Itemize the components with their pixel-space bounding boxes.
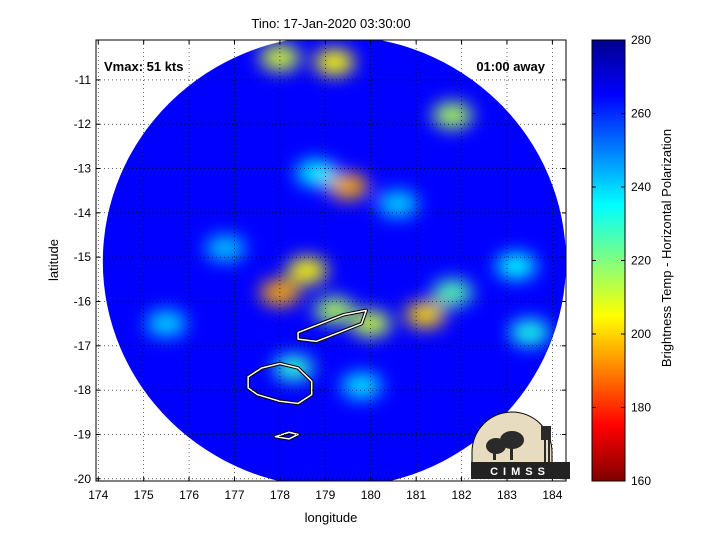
ytick-label--18: -18: [74, 383, 92, 397]
coastline-viti-levu: [247, 362, 313, 405]
xtick-label-178: 178: [270, 488, 290, 502]
xtick-label-182: 182: [452, 488, 472, 502]
feature-3: [350, 310, 391, 337]
feature-4: [405, 301, 446, 328]
feature-9: [259, 44, 300, 71]
feature-10: [314, 49, 355, 76]
colorbar: 280 260 240 220 200 180 160 Brightness Temp - …: [591, 33, 674, 488]
feature-12: [496, 253, 537, 280]
cb-tick-label-220: 220: [631, 254, 651, 268]
time-away-annotation: 01:00 away: [476, 59, 545, 74]
convective-features: [146, 44, 550, 399]
cb-tick-label-200: 200: [631, 327, 651, 341]
cb-tick-label-260: 260: [631, 107, 651, 121]
feature-8: [377, 190, 418, 217]
y-axis-label: latitude: [46, 239, 61, 281]
ytick-label--11: -11: [75, 73, 92, 87]
xtick-label-180: 180: [361, 488, 381, 502]
feature-6: [328, 173, 369, 200]
colorbar-scale: [591, 39, 626, 482]
feature-11: [432, 102, 473, 129]
coastline-vanua-levu: [297, 309, 367, 343]
feature-1: [287, 257, 328, 284]
cb-tick-label-180: 180: [631, 401, 651, 415]
ytick-label--16: -16: [74, 294, 92, 308]
x-axis-label: longitude: [305, 510, 358, 525]
xtick-label-183: 183: [497, 488, 517, 502]
coastlines: [246, 308, 368, 441]
chart-title: Tino: 17-Jan-2020 03:30:00: [251, 16, 410, 31]
xtick-label-181: 181: [406, 488, 426, 502]
cb-tick-label-240: 240: [631, 180, 651, 194]
xtick-label-176: 176: [179, 488, 199, 502]
logo-text: CIMSS: [490, 466, 550, 478]
colorbar-label: Brightness Temp - Horizontal Polarizatio…: [659, 129, 674, 367]
cb-tick-label-280: 280: [631, 33, 651, 47]
ytick-label--14: -14: [74, 206, 92, 220]
axes-frame: [95, 39, 567, 482]
ytick-label--19: -19: [74, 427, 92, 441]
swath-disk: [102, 40, 566, 481]
y-ticks: -11 -12 -13 -14 -15 -16 -17 -18 -19 -20: [74, 73, 566, 486]
feature-7: [296, 159, 337, 186]
feature-13: [509, 319, 550, 346]
vmax-annotation: Vmax: 51 kts: [104, 59, 184, 74]
microwave-swath: [102, 40, 566, 481]
feature-15: [341, 372, 382, 399]
xtick-label-174: 174: [88, 488, 108, 502]
feature-2: [314, 297, 355, 324]
xtick-label-184: 184: [542, 488, 562, 502]
xtick-label-177: 177: [224, 488, 244, 502]
ytick-label--20: -20: [74, 472, 92, 486]
ytick-label--12: -12: [74, 117, 92, 131]
cimss-logo: CIMSS: [471, 411, 570, 479]
cb-tick-label-160: 160: [631, 474, 651, 488]
feature-17: [146, 310, 187, 337]
xtick-label-175: 175: [134, 488, 154, 502]
ytick-label--13: -13: [74, 162, 92, 176]
x-ticks: 174 175 176 177 178 179 180 181 182 183 184: [88, 40, 563, 502]
coastline-kadavu: [274, 431, 299, 440]
colorbar-ticks: 280 260 240 220 200 180 160: [592, 33, 651, 488]
feature-5: [432, 279, 473, 306]
plot-area: 174 175 176 177 178 179 180 181 182 183 184 -11 -12…: [74, 39, 567, 502]
xtick-label-179: 179: [315, 488, 335, 502]
feature-16: [205, 235, 246, 262]
grid: [96, 40, 566, 481]
ytick-label--17: -17: [74, 339, 92, 353]
ytick-label--15: -15: [74, 250, 92, 264]
